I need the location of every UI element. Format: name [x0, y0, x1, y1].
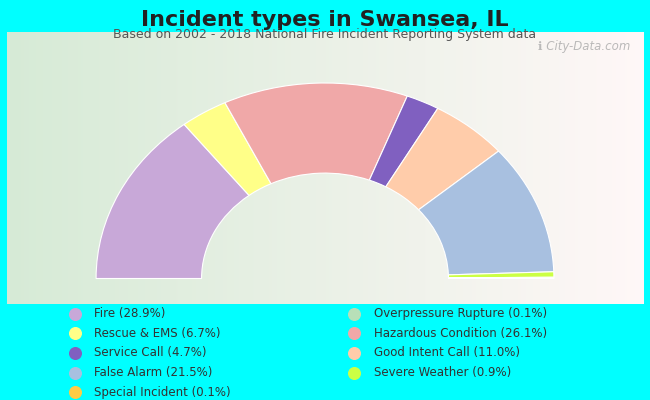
Text: Special Incident (0.1%): Special Incident (0.1%) — [94, 386, 231, 399]
Wedge shape — [225, 83, 408, 184]
Wedge shape — [386, 108, 499, 210]
Text: Good Intent Call (11.0%): Good Intent Call (11.0%) — [374, 346, 520, 360]
Text: Severe Weather (0.9%): Severe Weather (0.9%) — [374, 366, 511, 379]
Point — [70, 389, 80, 395]
Text: False Alarm (21.5%): False Alarm (21.5%) — [94, 366, 213, 379]
Wedge shape — [419, 151, 554, 275]
Wedge shape — [184, 103, 271, 196]
Point — [70, 310, 80, 317]
Text: Overpressure Rupture (0.1%): Overpressure Rupture (0.1%) — [374, 307, 547, 320]
Point — [349, 310, 359, 317]
Point — [349, 369, 359, 376]
Wedge shape — [96, 124, 249, 278]
Text: Fire (28.9%): Fire (28.9%) — [94, 307, 166, 320]
Text: Incident types in Swansea, IL: Incident types in Swansea, IL — [141, 10, 509, 30]
Text: Service Call (4.7%): Service Call (4.7%) — [94, 346, 207, 360]
Text: ℹ City-Data.com: ℹ City-Data.com — [538, 40, 630, 53]
Wedge shape — [369, 96, 438, 187]
Wedge shape — [448, 277, 554, 278]
Point — [349, 330, 359, 336]
Point — [70, 350, 80, 356]
Point — [70, 330, 80, 336]
Point — [70, 369, 80, 376]
Text: Rescue & EMS (6.7%): Rescue & EMS (6.7%) — [94, 327, 221, 340]
Wedge shape — [448, 272, 554, 278]
Point — [349, 350, 359, 356]
Text: Hazardous Condition (26.1%): Hazardous Condition (26.1%) — [374, 327, 547, 340]
Text: Based on 2002 - 2018 National Fire Incident Reporting System data: Based on 2002 - 2018 National Fire Incid… — [114, 28, 536, 41]
